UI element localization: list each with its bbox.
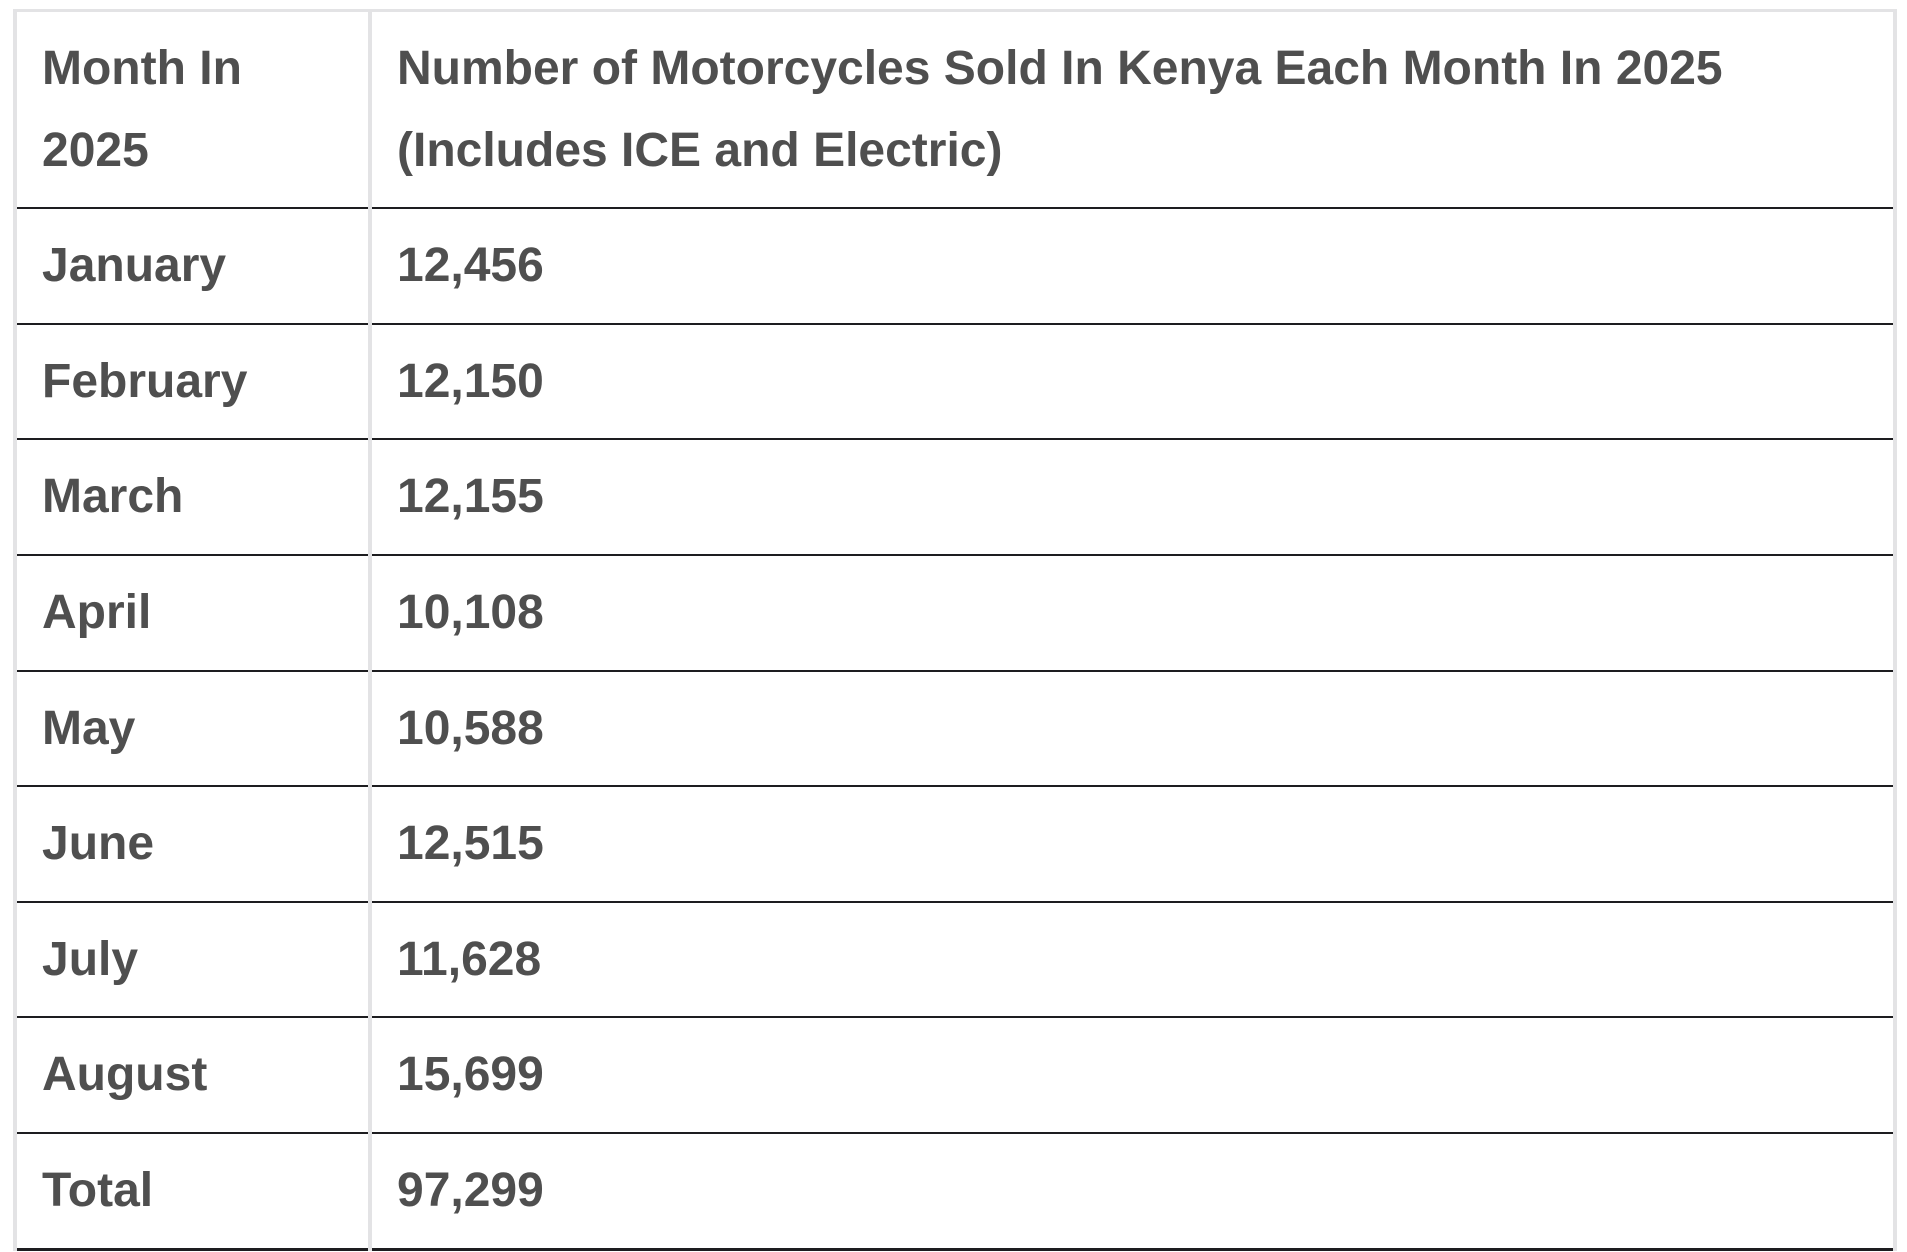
value-cell: 10,108: [368, 553, 1897, 672]
total-value-cell: 97,299: [368, 1131, 1897, 1251]
value-cell: 12,150: [368, 322, 1897, 441]
value-cell: 15,699: [368, 1016, 1897, 1134]
value-cell: 10,588: [368, 669, 1897, 788]
table-row: March 12,155: [13, 438, 1897, 556]
table-row: July 11,628: [13, 900, 1897, 1019]
value-cell: 12,456: [368, 207, 1897, 325]
month-cell: March: [13, 438, 372, 556]
table-row: May 10,588: [13, 669, 1897, 788]
month-cell: May: [13, 669, 372, 788]
month-cell: June: [13, 785, 372, 903]
table-row: August 15,699: [13, 1016, 1897, 1134]
header-month-label: Month In 2025: [42, 42, 242, 177]
table-row: January 12,456: [13, 207, 1897, 325]
table-row: June 12,515: [13, 785, 1897, 903]
month-cell: July: [13, 900, 372, 1019]
month-cell: January: [13, 207, 372, 325]
value-cell: 12,515: [368, 785, 1897, 903]
value-cell: 12,155: [368, 438, 1897, 556]
header-sales-title-line2: (Includes ICE and Electric): [397, 123, 1003, 177]
month-cell: April: [13, 553, 372, 672]
table-total-row: Total 97,299: [13, 1131, 1897, 1251]
value-cell: 11,628: [368, 900, 1897, 1019]
table-header-row: Month In 2025 Number of Motorcycles Sold…: [13, 9, 1897, 210]
header-cell-sales: Number of Motorcycles Sold In Kenya Each…: [368, 9, 1897, 210]
total-label-cell: Total: [13, 1131, 372, 1251]
month-cell: February: [13, 322, 372, 441]
monthly-sales-table: Month In 2025 Number of Motorcycles Sold…: [13, 9, 1897, 1251]
table-row: February 12,150: [13, 322, 1897, 441]
header-cell-month: Month In 2025: [13, 9, 372, 210]
month-cell: August: [13, 1016, 372, 1134]
table-row: April 10,108: [13, 553, 1897, 672]
header-sales-title-line1: Number of Motorcycles Sold In Kenya Each…: [397, 42, 1723, 95]
